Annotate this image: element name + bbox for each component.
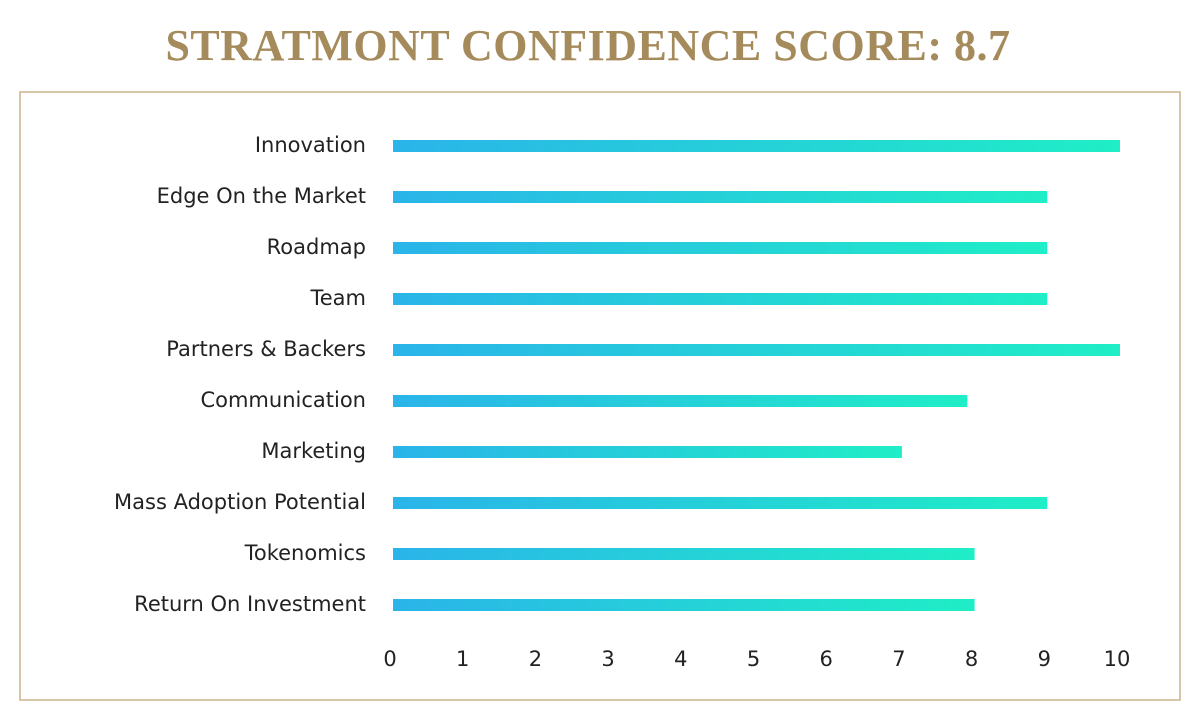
chart-title: STRATMONT CONFIDENCE SCORE: 8.7 [165, 21, 1010, 70]
bar [393, 242, 1048, 254]
y-tick-label: Tokenomics [244, 541, 366, 565]
y-tick-label: Roadmap [267, 235, 366, 259]
x-tick-label: 8 [965, 647, 978, 671]
bar [393, 140, 1120, 152]
x-tick-label: 3 [601, 647, 614, 671]
x-tick-label: 10 [1104, 647, 1131, 671]
x-tick-label: 1 [456, 647, 469, 671]
bar [393, 446, 902, 458]
bar [393, 293, 1048, 305]
x-tick-label: 5 [747, 647, 760, 671]
y-tick-label: Marketing [261, 439, 366, 463]
bar [393, 191, 1048, 203]
y-tick-label: Return On Investment [134, 592, 366, 616]
y-tick-label: Mass Adoption Potential [114, 490, 366, 514]
x-tick-label: 0 [383, 647, 396, 671]
bar [393, 548, 975, 560]
x-tick-label: 2 [529, 647, 542, 671]
frame [19, 91, 1181, 701]
y-tick-label: Edge On the Market [157, 184, 366, 208]
bar [393, 497, 1048, 509]
y-tick-label: Team [309, 286, 366, 310]
bar [393, 344, 1120, 356]
y-tick-label: Communication [200, 388, 366, 412]
x-tick-label: 9 [1038, 647, 1051, 671]
y-tick-label: Innovation [255, 133, 366, 157]
bar [393, 395, 968, 407]
bar [393, 599, 975, 611]
x-tick-label: 6 [820, 647, 833, 671]
x-tick-label: 4 [674, 647, 687, 671]
x-tick-label: 7 [892, 647, 905, 671]
y-tick-label: Partners & Backers [166, 337, 366, 361]
